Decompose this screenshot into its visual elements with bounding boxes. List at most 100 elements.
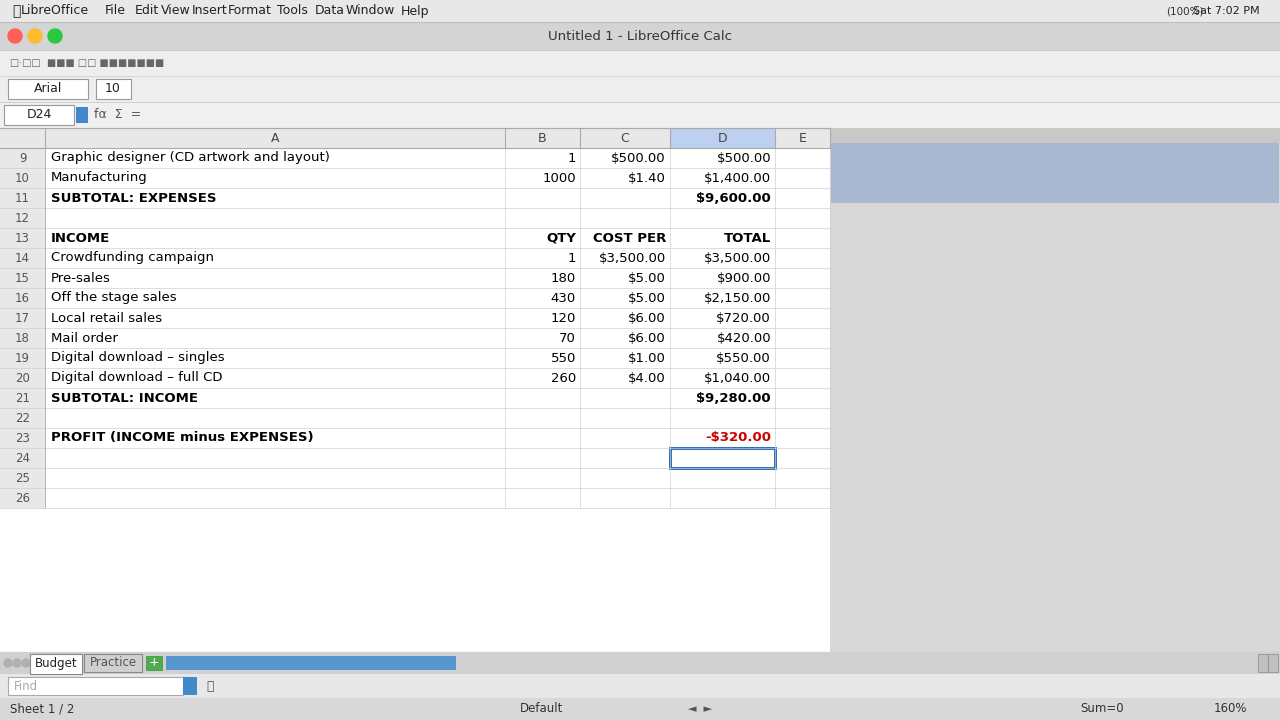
Text: Manufacturing: Manufacturing [51,171,147,184]
Bar [0,698,1280,720]
Bar [0,674,1280,698]
Bar [0,0,1280,22]
Bar [831,143,1279,203]
Text: INCOME: INCOME [51,232,110,245]
Text: $500.00: $500.00 [717,151,771,164]
Text: fα  Σ  =: fα Σ = [93,109,141,122]
Text: 17: 17 [15,312,29,325]
Text: Off the stage sales: Off the stage sales [51,292,177,305]
Bar [0,652,1280,674]
Text: 430: 430 [550,292,576,305]
Text: (100%): (100%) [1166,6,1203,16]
Text: $420.00: $420.00 [717,331,771,344]
Circle shape [28,29,42,43]
Text: 180: 180 [550,271,576,284]
Text: 20: 20 [15,372,29,384]
Bar [669,128,774,148]
Text: Tools: Tools [276,4,307,17]
Text: $6.00: $6.00 [628,331,666,344]
Text: 13: 13 [15,232,29,245]
Bar [0,448,45,468]
Text: $720.00: $720.00 [717,312,771,325]
Text: Default: Default [520,703,563,716]
Bar [146,656,163,670]
Text: 21: 21 [15,392,29,405]
Text: Help: Help [401,4,429,17]
Bar [0,308,45,328]
Text: LibreOffice: LibreOffice [20,4,90,17]
Text: Sum=0: Sum=0 [1080,703,1124,716]
Text: $1.40: $1.40 [628,171,666,184]
Bar [1268,654,1277,672]
Text: Insert: Insert [192,4,228,17]
Text: A: A [271,132,279,145]
Text: □·□□  ■■■ □□ ■■■■■■■: □·□□ ■■■ □□ ■■■■■■■ [10,58,164,68]
Text: Budget: Budget [35,657,77,670]
Text: C: C [621,132,630,145]
Text: PROFIT (INCOME minus EXPENSES): PROFIT (INCOME minus EXPENSES) [51,431,314,444]
Text: $6.00: $6.00 [628,312,666,325]
Bar [0,188,45,208]
Text: 260: 260 [550,372,576,384]
Text: SUBTOTAL: EXPENSES: SUBTOTAL: EXPENSES [51,192,216,204]
Bar [0,50,1280,76]
Text: Untitled 1 - LibreOffice Calc: Untitled 1 - LibreOffice Calc [548,30,732,42]
Text: $550.00: $550.00 [717,351,771,364]
Text: B: B [538,132,547,145]
Text: 22: 22 [15,412,29,425]
Text: Local retail sales: Local retail sales [51,312,163,325]
Bar [29,654,82,674]
Text: Pre-sales: Pre-sales [51,271,111,284]
Text: Digital download – singles: Digital download – singles [51,351,224,364]
Text: Mail order: Mail order [51,331,118,344]
Bar [96,79,131,99]
Text: File: File [105,4,125,17]
Text: 550: 550 [550,351,576,364]
Text: Digital download – full CD: Digital download – full CD [51,372,223,384]
Text: $2,150.00: $2,150.00 [704,292,771,305]
Circle shape [49,29,61,43]
Text: +: + [148,657,159,670]
Text: 14: 14 [15,251,29,264]
Text: 23: 23 [15,431,29,444]
Bar [183,677,197,695]
Text: SUBTOTAL: INCOME: SUBTOTAL: INCOME [51,392,198,405]
Text: Graphic designer (CD artwork and layout): Graphic designer (CD artwork and layout) [51,151,330,164]
Bar [0,102,1280,128]
Text: 26: 26 [15,492,29,505]
Text: $4.00: $4.00 [628,372,666,384]
Bar [76,107,88,123]
Text: COST PER: COST PER [593,232,666,245]
Bar [0,248,45,268]
Text: 1: 1 [567,151,576,164]
Bar [0,368,45,388]
Text: Window: Window [346,4,394,17]
Text: 🔍: 🔍 [206,680,214,693]
Circle shape [13,659,20,667]
Bar [4,105,74,125]
Bar [0,76,1280,102]
Circle shape [22,659,29,667]
Bar [0,268,45,288]
Text: Sat 7:02 PM: Sat 7:02 PM [1193,6,1260,16]
Text: 16: 16 [15,292,29,305]
Text: View: View [161,4,191,17]
Bar [8,79,88,99]
Text: QTY: QTY [547,232,576,245]
Bar [0,168,45,188]
Text: :  [12,4,20,18]
Bar [0,228,45,248]
Text: $5.00: $5.00 [628,271,666,284]
Text: 19: 19 [15,351,29,364]
Bar [0,288,45,308]
Bar [0,128,829,148]
Text: 11: 11 [15,192,29,204]
Text: D24: D24 [27,109,51,122]
Text: Edit: Edit [134,4,159,17]
Text: 120: 120 [550,312,576,325]
Bar [0,148,45,168]
Text: $1,400.00: $1,400.00 [704,171,771,184]
Text: $3,500.00: $3,500.00 [704,251,771,264]
Text: 24: 24 [15,451,29,464]
Text: ◄  ►: ◄ ► [689,704,712,714]
